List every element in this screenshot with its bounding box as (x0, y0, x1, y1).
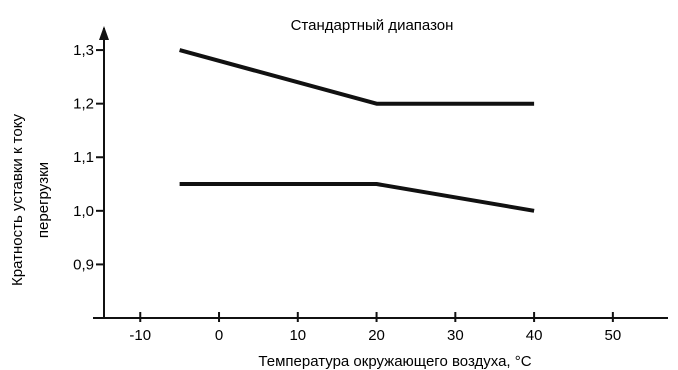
y-tick-label: 1,0 (73, 203, 94, 220)
y-axis-title-line-2: перегрузки (35, 162, 52, 238)
y-tick-label: 1,2 (73, 96, 94, 113)
y-tick-label: 1,3 (73, 42, 94, 59)
y-tick-label: 0,9 (73, 256, 94, 273)
x-tick-label: 20 (368, 327, 385, 344)
x-tick-label: 10 (289, 327, 306, 344)
y-axis-arrow (99, 26, 109, 40)
y-tick-label: 1,1 (73, 149, 94, 166)
x-tick-label: -10 (129, 327, 151, 344)
series-lines (179, 48, 535, 213)
x-tick-label: 40 (526, 327, 543, 344)
x-tick-label: 0 (215, 327, 223, 344)
x-tick-label: 30 (447, 327, 464, 344)
axes (93, 26, 668, 319)
y-ticks: 0,9 1,0 1,1 1,2 1,3 (73, 42, 104, 273)
chart-title: Стандартный диапазон (291, 17, 454, 34)
x-ticks: -10 0 10 20 30 40 50 (129, 312, 621, 344)
x-axis-title: Температура окружающего воздуха, °C (258, 353, 531, 370)
series-line-2 (179, 182, 535, 213)
y-axis-title-line-1: Кратность уставки к току (9, 114, 26, 286)
x-tick-label: 50 (605, 327, 622, 344)
series-line-1 (179, 48, 535, 106)
y-axis-title: Кратность уставки к току перегрузки (9, 114, 52, 286)
